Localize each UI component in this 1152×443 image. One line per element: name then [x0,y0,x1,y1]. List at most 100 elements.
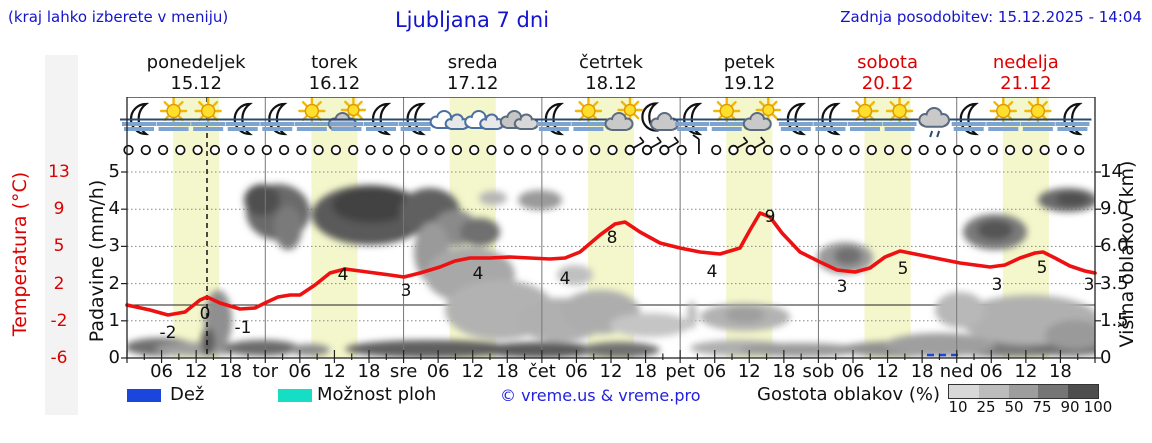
fog-icon [534,118,573,131]
cloud-cover-circle [365,144,376,156]
day-headers: ponedeljek 15.12 torek 16.12 sreda 17.12 četrt… [127,52,1095,96]
hour-label: 12 [461,361,485,382]
fog-icon [1018,118,1057,131]
day-abbrev-label: sre [389,361,418,382]
temp-tick-label: 9 [53,199,65,220]
temperature-value-label: 3 [992,275,1003,295]
cloud-cover-circle [918,144,929,156]
weather-icon-sun [1018,97,1057,131]
showers-legend-label: Možnost ploh [317,384,437,405]
day-name: sreda [447,52,498,73]
hour-label: 12 [184,361,208,382]
cloud-cover-circle [503,144,514,156]
temperature-value-labels: -2 0 -1 4 3 4 4 8 4 9 3 5 3 5 3 [160,207,1095,343]
cloud-tick-label: 9.0 [1100,198,1129,220]
cloud-cover-circle [1039,144,1050,156]
fog-icon [189,118,228,131]
cloud-cover-circle [209,144,221,156]
day-date: 17.12 [446,73,499,94]
precip-tick-label: 5 [108,161,120,182]
hour-label: 06 [288,361,312,382]
temperature-value-label: 0 [200,304,211,324]
hour-label: 12 [599,361,623,382]
cloud-cover-circle [953,144,964,156]
cloud-icon [918,107,950,128]
weather-icon-sun-cloud [604,97,643,131]
day-date: 19.12 [723,73,776,94]
day-name: torek [311,52,358,73]
weather-icon-cloud [464,110,505,130]
hour-label: 06 [841,361,865,382]
temperature-value-label: 3 [1084,275,1095,295]
fog-icon [292,118,331,131]
fog-icon [880,118,919,131]
precip-tick-label: 3 [108,235,120,257]
temperature-value-label: 8 [607,228,618,248]
fog-icon [846,118,884,131]
wind-barb-icon [624,136,645,156]
temp-tick-label: -6 [50,348,68,368]
scale-tick-label: 100 [1083,398,1113,416]
cloud-cover-circle [278,144,290,156]
fog-icon [327,118,366,131]
cloud-cover-circle [797,144,808,156]
hour-label: 06 [564,361,588,382]
weather-icon-sun [984,97,1023,131]
cloud-cover-circle [607,144,618,156]
precip-tick-label: 0 [108,347,120,368]
precip-tick-label: 4 [108,198,120,220]
scale-tick-label: 90 [1060,398,1080,416]
weather-icon-moon [811,102,850,136]
cloud-icon [444,113,470,130]
day-name: ponedeljek [146,52,246,73]
hour-label: 18 [219,361,243,382]
weather-icon-moon [1053,102,1092,136]
day-abbrev-label: čet [527,361,556,382]
temperature-value-label: 5 [898,259,909,279]
fog-icon [811,118,850,131]
sun-icon [159,97,188,125]
weather-icon-moon [396,102,435,136]
temperature-value-label: 4 [707,262,718,282]
scale-tick-label: 75 [1032,398,1052,416]
weather-icon-moon [120,102,158,136]
fog-icon [396,118,435,131]
weather-icon-moon [949,102,988,136]
weather-icon-sun [707,97,746,131]
weather-icon-moon [776,102,815,136]
temp-tick-label: 5 [53,236,65,257]
cloud-cover-circle [434,144,445,156]
cloud-cover-circle [814,144,826,156]
hour-label: 12 [876,361,900,382]
cloud-cover-circle [780,144,791,156]
hour-label: 12 [322,361,346,382]
weather-icon-moon [673,102,712,136]
scale-segment [1008,385,1039,398]
day-abbrev-label: tor [252,361,279,382]
wind-barb-icon [641,136,662,156]
temperature-value-label: 3 [401,281,412,301]
cloud-cover-circle [313,144,324,156]
weather-icon-sun [292,97,331,131]
fog-icon [258,118,297,131]
day-name: četrtek [578,52,643,73]
rain-legend-swatch [127,389,161,402]
hour-label: 18 [357,361,381,382]
temp-tick-label: 13 [48,162,70,182]
fog-icon [707,118,746,131]
cloud-cover-circle [175,144,186,156]
cloud-cover-circle [469,144,480,156]
cloud-cover-circle [140,144,151,156]
day-date: 20.12 [861,73,914,94]
hour-label: 12 [737,361,761,382]
day-date: 16.12 [308,73,361,94]
scale-segment [1068,385,1098,398]
hour-label: 06 [703,361,727,382]
credit-link[interactable]: © vreme.us & vreme.pro [500,386,701,405]
cloud-icon [604,112,634,131]
cloud-tick-label: 0 [1100,347,1112,368]
fog-icon [776,118,815,131]
weather-icons-row [120,97,1092,138]
weather-icon-sun [846,97,884,131]
cloud-cover-circle [1056,144,1068,156]
